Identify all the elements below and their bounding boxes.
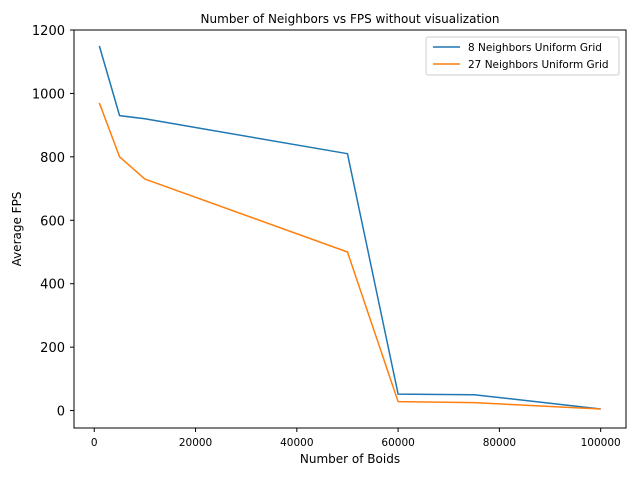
y-tick-label: 200: [40, 341, 65, 356]
legend-label-8-neighbors: 8 Neighbors Uniform Grid: [468, 42, 602, 54]
x-tick-label: 20000: [179, 437, 212, 449]
x-axis-label: Number of Boids: [300, 452, 400, 466]
y-axis: 0 200 400 600 800 1000 1200: [32, 24, 74, 420]
x-tick-label: 0: [91, 437, 98, 449]
x-tick-label: 100000: [581, 437, 621, 449]
y-tick-label: 1000: [32, 87, 65, 102]
legend-box: [425, 36, 620, 76]
y-tick-label: 1200: [32, 24, 65, 39]
y-axis-label: Average FPS: [10, 192, 24, 267]
y-tick-label: 800: [40, 151, 65, 166]
plot-frame: [73, 29, 627, 429]
chart-title: Number of Neighbors vs FPS without visua…: [201, 12, 500, 26]
x-axis: 0 20000 40000 60000 80000 100000: [91, 428, 621, 449]
legend: 8 Neighbors Uniform Grid 27 Neighbors Un…: [425, 36, 620, 76]
legend-label-27-neighbors: 27 Neighbors Uniform Grid: [468, 59, 609, 71]
x-tick-label: 80000: [483, 437, 516, 449]
plot-area: [98, 45, 601, 410]
y-tick-label: 600: [40, 214, 65, 229]
x-tick-label: 40000: [280, 437, 313, 449]
series-line-8-neighbors: [98, 45, 601, 410]
series-line-27-neighbors: [98, 102, 601, 410]
y-tick-label: 400: [40, 278, 65, 293]
y-tick-label: 0: [57, 405, 65, 420]
x-tick-label: 60000: [381, 437, 414, 449]
